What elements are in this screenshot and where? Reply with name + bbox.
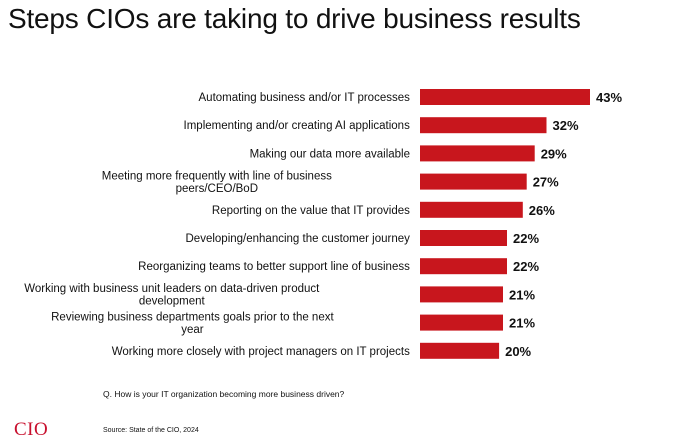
value-label: 29% (541, 146, 567, 161)
category-label: Meeting more frequently with line of bus… (102, 170, 332, 195)
value-label: 21% (509, 316, 535, 331)
category-label: Making our data more available (250, 148, 410, 160)
category-label: Automating business and/or IT processes (199, 92, 411, 104)
value-label: 43% (596, 90, 622, 105)
bar (420, 286, 503, 303)
value-label: 20% (505, 344, 531, 359)
value-label: 26% (529, 203, 555, 218)
category-label: Developing/enhancing the customer journe… (186, 233, 411, 245)
category-label: Reporting on the value that IT provides (212, 205, 410, 217)
bar (420, 230, 507, 246)
value-label: 32% (553, 118, 579, 133)
bar (420, 89, 590, 105)
source-note: Source: State of the CIO, 2024 (103, 427, 199, 434)
bar (420, 145, 535, 162)
bar (420, 201, 523, 218)
chart-title: Steps CIOs are taking to drive business … (8, 3, 581, 34)
category-label: Reviewing business departments goals pri… (51, 311, 334, 336)
bar (420, 117, 547, 134)
bar (420, 258, 507, 275)
value-label: 21% (509, 287, 535, 302)
value-label: 22% (513, 231, 539, 246)
cio-logo: CIO (14, 419, 49, 440)
bar (420, 173, 527, 190)
bar (420, 314, 503, 331)
category-label: Reorganizing teams to better support lin… (138, 261, 410, 273)
category-label: Working with business unit leaders on da… (24, 283, 320, 308)
value-label: 27% (533, 175, 559, 190)
value-label: 22% (513, 259, 539, 274)
category-label: Implementing and/or creating AI applicat… (184, 120, 411, 132)
bar (420, 342, 500, 359)
category-label: Working more closely with project manage… (112, 346, 410, 358)
survey-question: Q. How is your IT organization becoming … (103, 389, 345, 399)
